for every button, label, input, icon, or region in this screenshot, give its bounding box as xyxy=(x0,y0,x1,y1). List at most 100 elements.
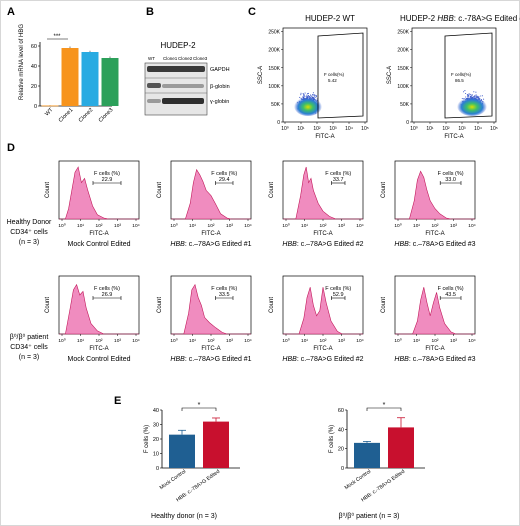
x-tick-label: 10⁴ xyxy=(356,223,363,229)
histogram-caption: HBB: c.–78A>G Edited #1 xyxy=(170,356,251,363)
scatter-point xyxy=(299,96,301,98)
chart-title: Healthy donor (n = 3) xyxy=(151,513,217,520)
y-tick-label: 0 xyxy=(156,466,159,472)
f-cell-value: 22.9 xyxy=(102,177,113,183)
scatter-point xyxy=(315,95,317,97)
x-tick-label: 10¹ xyxy=(426,126,434,132)
histogram-area xyxy=(59,283,139,335)
scatter-point xyxy=(311,95,313,97)
y-axis-label: Count xyxy=(45,182,51,198)
bar-clone3 xyxy=(101,58,119,106)
x-tick-label: Clone2 xyxy=(78,107,95,124)
scatter-point xyxy=(314,94,316,96)
histogram-area xyxy=(59,166,139,220)
y-tick-label: 50K xyxy=(400,102,410,108)
y-axis-label: Count xyxy=(45,297,51,313)
bar-clone1 xyxy=(61,48,79,106)
x-tick-label: 10¹ xyxy=(77,338,84,344)
gate-label: F cells (%) xyxy=(325,171,351,177)
f-cell-value: 33.5 xyxy=(219,292,230,298)
x-tick-label: 10³ xyxy=(226,338,233,344)
y-tick-label: 200K xyxy=(397,48,409,54)
x-tick-label: 10⁴ xyxy=(244,338,251,344)
y-axis-label: SSC-A xyxy=(387,66,393,84)
scatter-point xyxy=(465,92,467,95)
band-beta-globin-clones xyxy=(162,84,204,88)
x-axis-label: FITC-A xyxy=(313,346,332,352)
x-tick-label: 10⁴ xyxy=(132,223,139,229)
x-tick-label: 10² xyxy=(320,338,327,344)
gate-label: F cells (%) xyxy=(211,171,237,177)
row-label: Healthy Donor xyxy=(7,219,52,226)
scatter-point xyxy=(303,94,305,96)
y-axis-label: Count xyxy=(381,182,387,198)
panel-a-qpcr-chart: Relative mRNA level of HBG *** 0 20 40 60 W… xyxy=(19,24,119,124)
x-tick-label: 10² xyxy=(432,223,439,229)
band-beta-globin-wt xyxy=(147,83,161,88)
x-tick-label: 10⁴ xyxy=(132,338,139,344)
scatter-point xyxy=(468,93,470,95)
scatter-point xyxy=(314,95,316,97)
x-tick-label: 10¹ xyxy=(77,223,84,229)
panel-c-flow-dotplots: HUDEP-2 WT HUDEP-2 HBB: c.-78A>G Edited … xyxy=(258,14,520,140)
y-tick-label: 20 xyxy=(338,447,344,453)
sig-bracket xyxy=(366,407,402,411)
y-tick-label: 150K xyxy=(268,66,280,72)
y-axis-label: Count xyxy=(157,182,163,198)
scatter-point xyxy=(466,95,469,97)
x-axis-label: FITC-A xyxy=(425,346,444,352)
x-tick-label: 10⁰ xyxy=(410,126,418,132)
x-tick-label: 10² xyxy=(96,338,103,344)
y-axis-label: Count xyxy=(157,297,163,313)
x-axis-label: FITC-A xyxy=(201,231,220,237)
row-label: CD34⁺ cells xyxy=(10,229,48,236)
x-tick-label: 10⁵ xyxy=(361,126,369,132)
y-tick-label: 60 xyxy=(31,44,37,50)
y-axis-label: SSC-A xyxy=(258,66,264,84)
x-tick-label: 10⁰ xyxy=(58,338,65,344)
x-tick-label: 10³ xyxy=(329,126,337,132)
x-tick-label: 10² xyxy=(208,338,215,344)
scatter-point xyxy=(475,94,477,96)
chart-title: β⁰/β⁰ patient (n = 3) xyxy=(339,512,400,520)
y-tick-label: 250K xyxy=(268,30,280,36)
y-axis-label: F cells (%) xyxy=(329,425,335,453)
scatter-point xyxy=(475,95,477,97)
scatter-point xyxy=(307,93,309,95)
x-tick-label: 10¹ xyxy=(189,338,196,344)
x-tick-label: 10² xyxy=(313,126,321,132)
scatter-point xyxy=(463,91,465,93)
gate-label: F cells(%) xyxy=(451,72,472,77)
row-label: (n = 3) xyxy=(19,354,39,361)
y-tick-label: 0 xyxy=(34,104,37,110)
y-tick-label: 150K xyxy=(397,66,409,72)
density-core xyxy=(294,96,322,116)
row-label: (n = 3) xyxy=(19,239,39,246)
scatter-point xyxy=(480,95,482,97)
x-tick-label: 10⁵ xyxy=(490,126,498,132)
protein-label: γ-globin xyxy=(210,99,229,105)
y-tick-label: 250K xyxy=(397,30,409,36)
histogram-caption: HBB: c.–78A>G Edited #3 xyxy=(394,356,475,363)
gate-label: F cells(%) xyxy=(324,72,345,77)
x-tick-label: Clone3 xyxy=(98,107,115,124)
panel-letter-a: A xyxy=(7,6,15,18)
density-core xyxy=(457,96,487,116)
x-tick-label: 10⁴ xyxy=(474,126,482,132)
scatter-point xyxy=(308,95,310,97)
x-tick-label: 10⁰ xyxy=(281,126,289,132)
histogram-area xyxy=(171,283,251,335)
x-tick-label: 10³ xyxy=(458,126,466,132)
x-tick-label: 10³ xyxy=(338,223,345,229)
scatter-point xyxy=(477,95,479,97)
panel-b-title: HUDEP-2 xyxy=(160,41,196,50)
histogram-area xyxy=(171,168,251,220)
panel-c-title-edited: HUDEP-2 HBB: c.-78A>G Edited clone xyxy=(400,14,520,23)
f-cell-value: 43.5 xyxy=(445,292,456,298)
f-cell-value: 29.4 xyxy=(219,177,230,183)
scatter-point xyxy=(300,92,302,94)
lane-label: Clone2 xyxy=(178,56,193,61)
lane-label: Clone1 xyxy=(163,56,178,61)
